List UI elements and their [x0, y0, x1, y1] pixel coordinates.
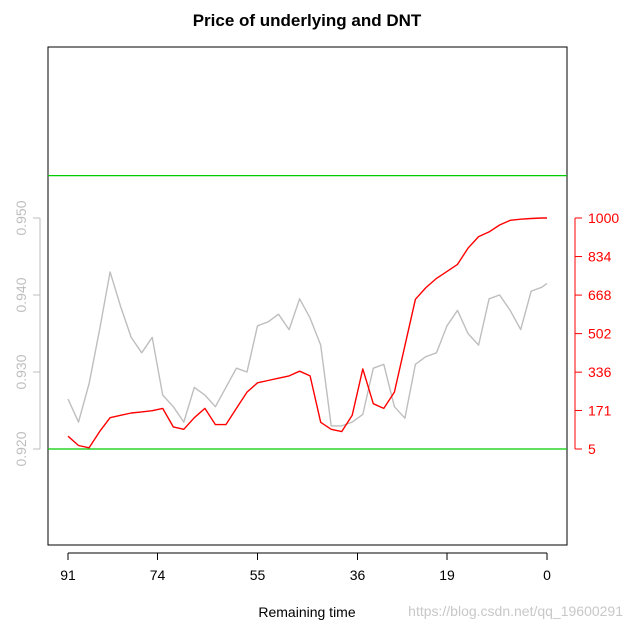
- x-tick-label: 74: [150, 567, 166, 583]
- y-right-tick-label: 5: [588, 441, 596, 457]
- series-layer: [67, 217, 548, 449]
- y-left-tick-label: 0.950: [13, 200, 29, 235]
- y-left-tick-label: 0.940: [13, 277, 29, 312]
- y-axis-right: 5 171 336 502 668 834 1000: [574, 210, 619, 457]
- x-tick-label: 0: [543, 567, 551, 583]
- y-right-tick-label: 668: [588, 287, 612, 303]
- x-tick-label: 91: [60, 567, 76, 583]
- y-right-tick-label: 336: [588, 364, 612, 380]
- series-line-dnt: [67, 217, 547, 449]
- y-left-tick-label: 0.930: [13, 354, 29, 389]
- y-right-tick-label: 834: [588, 249, 612, 265]
- series-line-underlying: [67, 271, 548, 427]
- x-tick-label: 36: [350, 567, 366, 583]
- plot-box: [47, 46, 568, 546]
- x-tick-label: 55: [250, 567, 266, 583]
- y-right-tick-label: 1000: [588, 210, 619, 226]
- y-right-tick-label: 171: [588, 402, 612, 418]
- chart-title: Price of underlying and DNT: [193, 11, 422, 30]
- watermark: https://blog.csdn.net/qq_19600291: [408, 603, 623, 619]
- y-axis-left: 0.920 0.930 0.940 0.950: [13, 200, 41, 467]
- x-axis: 91 74 55 36 19 0: [60, 552, 551, 583]
- x-tick-label: 19: [439, 567, 455, 583]
- x-axis-label: Remaining time: [258, 604, 355, 620]
- barrier-lines: [48, 175, 567, 450]
- y-right-tick-label: 502: [588, 326, 612, 342]
- y-left-tick-label: 0.920: [13, 431, 29, 466]
